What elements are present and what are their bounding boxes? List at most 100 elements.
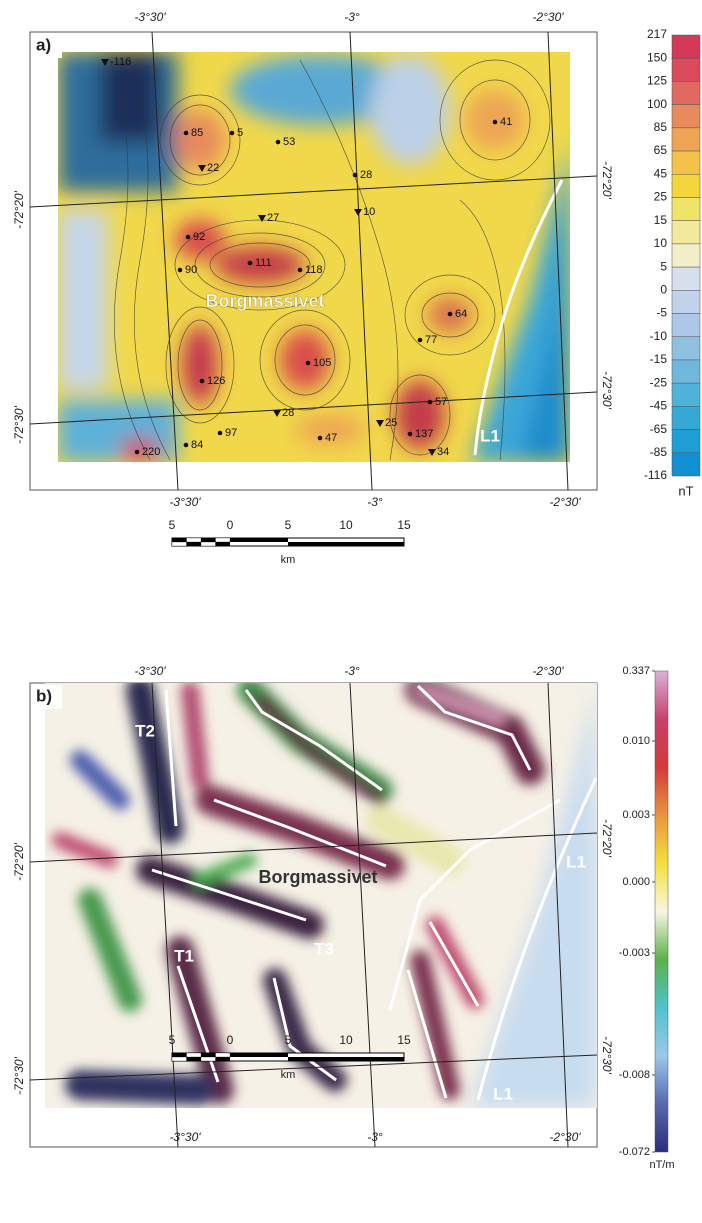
point-label: 25	[385, 417, 397, 429]
colorbar-label: 10	[654, 236, 668, 250]
lat-label: -72°20'	[600, 819, 614, 857]
scale-segment	[172, 1053, 187, 1057]
scale-segment	[288, 542, 346, 546]
colorbar: 0.337 0.010 0.003 0.000 -0.003 -0.008 -0.072nT…	[619, 665, 675, 1171]
lat-label: -72°30'	[600, 371, 614, 409]
scale-segment	[200, 541, 216, 547]
point-label: 84	[191, 439, 203, 451]
colorbar-swatch	[671, 197, 701, 221]
colorbar-label: 25	[654, 190, 668, 204]
lat-label: -72°30'	[600, 1036, 614, 1074]
point-label: 64	[455, 308, 467, 320]
lat-label: -72°20'	[600, 161, 614, 199]
scale-segment	[230, 538, 288, 542]
scale-segment	[346, 1057, 404, 1061]
colorbar-label: 150	[647, 50, 667, 64]
point-marker	[352, 172, 358, 178]
scale-unit: km	[281, 1069, 296, 1081]
colorbar-label: 0.337	[622, 665, 650, 677]
colorbar-label: -25	[650, 375, 668, 389]
colorbar-label: 65	[654, 143, 668, 157]
point-marker	[198, 165, 206, 172]
scale-segment	[172, 538, 187, 542]
point-label: 126	[207, 375, 225, 387]
lon-label: -3°30'	[169, 1130, 201, 1144]
place-label: Borgmassivet	[205, 291, 324, 311]
lon-label: -3°30'	[134, 664, 166, 678]
colorbar-label: 85	[654, 120, 668, 134]
lon-label: -3°	[344, 664, 360, 678]
colorbar: 217 150 125 100 85 65 45 25 15 10 5 0 -5 -10 -15 -25 -45…	[644, 27, 701, 498]
point-marker	[183, 130, 189, 136]
scale-segment	[201, 538, 216, 542]
point-marker	[492, 119, 498, 125]
colorbar-swatch	[671, 290, 701, 314]
lon-label: -3°	[367, 1130, 383, 1144]
point-marker	[317, 435, 323, 441]
colorbar-label: 0	[660, 282, 667, 296]
point-label: 10	[363, 206, 375, 218]
point-label: 92	[193, 231, 205, 243]
point-label: 137	[415, 428, 433, 440]
colorbar-label: -65	[650, 422, 668, 436]
colorbar-label: 217	[647, 27, 667, 41]
colorbar-label: -5	[656, 306, 667, 320]
scale-segment	[288, 1057, 346, 1061]
anomaly-points: -116 85 5 53 22 28 41 27 10 92 90 111 118 64 77 126 105 2…	[101, 56, 512, 458]
lon-label: -3°	[344, 10, 360, 24]
scale-segment	[186, 537, 202, 543]
lon-label: -3°30'	[169, 495, 201, 509]
point-label: 28	[282, 407, 294, 419]
point-label: 22	[207, 162, 219, 174]
colorbar-label: -0.008	[619, 1069, 650, 1081]
point-marker	[177, 267, 183, 273]
panel-label: b)	[36, 686, 52, 705]
lineament	[473, 179, 564, 456]
scale-label: 5	[285, 1033, 292, 1047]
label-box	[32, 34, 62, 58]
scale-segment	[215, 1052, 231, 1058]
lon-label: -2°30'	[549, 495, 581, 509]
colorbar-unit: nT	[678, 483, 693, 498]
point-marker	[229, 130, 235, 136]
colorbar-swatch	[671, 266, 701, 291]
scale-label: 0	[227, 1033, 234, 1047]
point-label: 5	[237, 127, 243, 139]
colorbar-label: 100	[647, 97, 667, 111]
graticule	[29, 682, 598, 1148]
point-marker	[101, 59, 109, 66]
colorbar-swatch	[671, 359, 701, 384]
point-label: 85	[191, 127, 203, 139]
scale-bar: 5 0 5 10 15 km	[169, 518, 411, 566]
lon-label: -2°30'	[532, 10, 564, 24]
colorbar-swatch	[671, 174, 701, 198]
label-box	[32, 685, 62, 709]
point-marker	[185, 234, 191, 240]
colorbar-label: -15	[650, 352, 668, 366]
point-marker	[275, 139, 281, 145]
point-label: 77	[425, 334, 437, 346]
colorbar-label: 5	[660, 259, 667, 273]
line-label: T3	[314, 939, 334, 958]
place-label: Borgmassivet	[258, 867, 377, 887]
scale-segment	[186, 1052, 202, 1058]
scale-segment	[201, 1053, 216, 1057]
point-label: -116	[110, 56, 131, 68]
scale-label: 15	[397, 518, 411, 532]
colorbar-swatch	[671, 57, 701, 82]
colorbar-swatch	[671, 220, 701, 245]
colorbar-swatch	[671, 406, 701, 430]
point-label: 105	[313, 357, 331, 369]
scale-segment	[171, 1056, 187, 1062]
scale-label: 5	[285, 518, 292, 532]
colorbar-swatch	[671, 429, 701, 454]
colorbar-ramp	[654, 670, 669, 1153]
colorbar-swatch	[671, 34, 701, 59]
point-marker	[427, 399, 433, 405]
colorbar-swatch	[671, 81, 701, 105]
point-label: 27	[267, 212, 279, 224]
colorbar-label: -0.072	[619, 1146, 650, 1158]
colorbar-swatch	[671, 243, 701, 268]
scale-label: 10	[339, 518, 353, 532]
scale-label: 5	[169, 1033, 176, 1047]
